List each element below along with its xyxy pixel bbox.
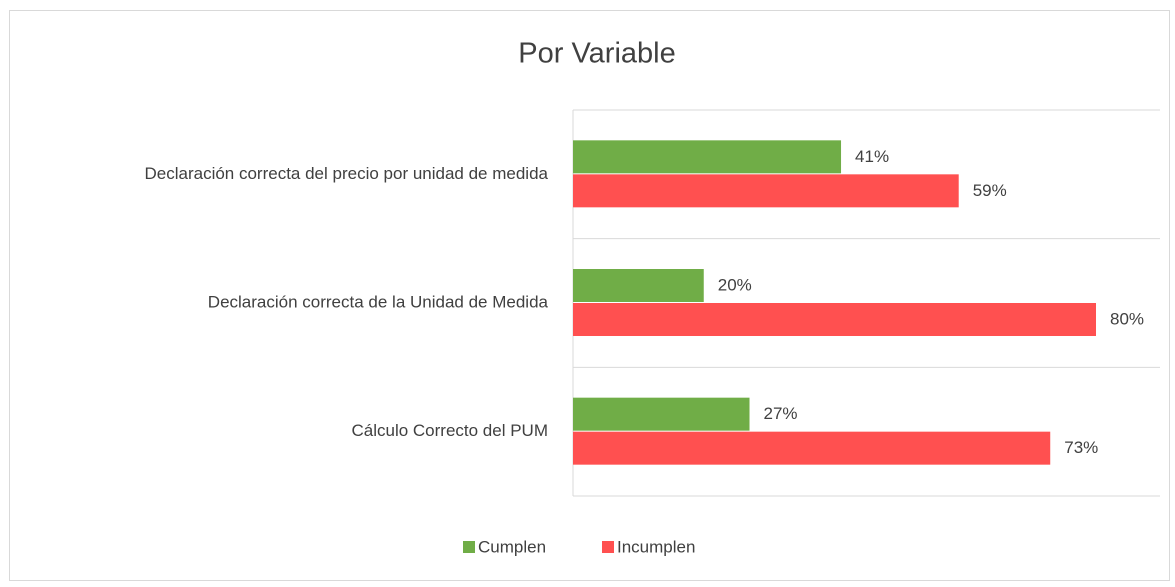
bar xyxy=(573,269,704,302)
chart-title: Por Variable xyxy=(518,38,675,70)
data-label: 73% xyxy=(1064,438,1098,457)
bar xyxy=(573,397,750,431)
legend-swatch xyxy=(602,541,614,553)
y-tick-label: Declaración correcta de la Unidad de Med… xyxy=(208,292,549,311)
legend-swatch xyxy=(463,541,475,553)
data-label: 80% xyxy=(1110,309,1144,328)
bar xyxy=(573,174,959,208)
bar xyxy=(573,303,1096,336)
legend-label: Incumplen xyxy=(617,537,695,556)
data-label: 41% xyxy=(855,147,889,166)
bar xyxy=(573,140,842,174)
y-tick-label: Declaración correcta del precio por unid… xyxy=(144,164,548,183)
legend-label: Cumplen xyxy=(478,537,546,556)
data-label: 20% xyxy=(718,275,752,294)
data-label: 59% xyxy=(973,181,1007,200)
bar xyxy=(573,431,1051,465)
data-label: 27% xyxy=(764,404,798,423)
y-tick-label: Cálculo Correcto del PUM xyxy=(351,421,548,440)
